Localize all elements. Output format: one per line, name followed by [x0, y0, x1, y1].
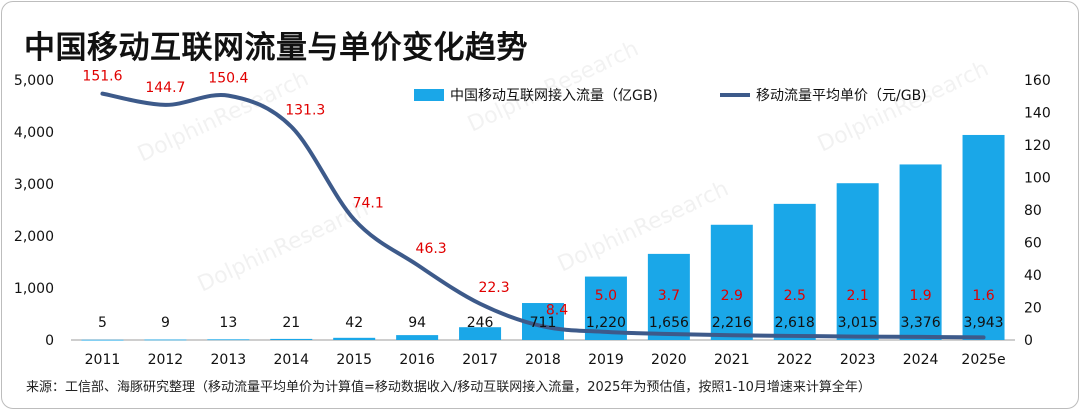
- bar-2013: [207, 339, 250, 341]
- x-tick-label: 2022: [777, 352, 813, 368]
- x-tick-label: 2016: [399, 352, 435, 368]
- bar-2021: [710, 224, 753, 340]
- y-right-tick-label: 120: [1024, 138, 1051, 154]
- legend-line-label: 移动流量平均单价（元/GB): [756, 88, 927, 104]
- y-right-tick-label: 40: [1024, 268, 1042, 284]
- x-tick-label: 2012: [148, 352, 184, 368]
- bar-value-label: 711: [530, 315, 557, 331]
- y-left-tick-label: 3,000: [14, 177, 54, 193]
- y-right-tick-label: 0: [1024, 333, 1033, 349]
- bar-value-label: 3,943: [963, 315, 1003, 331]
- y-left-tick-label: 0: [45, 333, 54, 349]
- price-value-label: 131.3: [285, 103, 325, 119]
- x-tick-label: 2015: [336, 352, 372, 368]
- price-value-label: 5.0: [595, 288, 617, 304]
- bar-2024: [899, 164, 942, 340]
- bar-value-label: 3,376: [901, 315, 941, 331]
- price-value-label: 144.7: [145, 80, 185, 96]
- y-right-tick-label: 20: [1024, 301, 1042, 317]
- bar-series: [81, 134, 1005, 341]
- bar-value-label: 1,656: [649, 315, 689, 331]
- y-right-tick-label: 60: [1024, 236, 1042, 252]
- bar-value-label: 13: [219, 315, 237, 331]
- price-value-label: 1.6: [972, 288, 994, 304]
- price-value-label: 2.9: [721, 288, 743, 304]
- y-right-tick-label: 80: [1024, 203, 1042, 219]
- price-value-label: 1.9: [909, 288, 931, 304]
- x-tick-label: 2020: [651, 352, 687, 368]
- bar-value-label: 94: [408, 315, 426, 331]
- bar-value-label: 3,015: [838, 315, 878, 331]
- bar-2023: [836, 183, 879, 340]
- y-left-tick-label: 1,000: [14, 281, 54, 297]
- bar-2015: [333, 337, 376, 340]
- bar-value-label: 2,216: [712, 315, 752, 331]
- bar-value-label: 246: [467, 315, 494, 331]
- price-value-label: 2.1: [847, 288, 869, 304]
- legend: 中国移动互联网接入流量（亿GB) 移动流量平均单价（元/GB): [414, 87, 927, 104]
- x-tick-label: 2024: [903, 352, 939, 368]
- price-value-label: 46.3: [416, 241, 447, 257]
- bar-value-label: 5: [98, 315, 107, 331]
- watermark-text: DolphinResearch: [464, 36, 643, 137]
- x-tick-label: 2019: [588, 352, 624, 368]
- price-line: [100, 91, 986, 340]
- bar-value-label: 2,618: [775, 315, 815, 331]
- y-left-tick-label: 5,000: [14, 73, 54, 89]
- y-right-tick-label: 140: [1024, 106, 1051, 122]
- source-note: 来源：工信部、海豚研究整理（移动流量平均单价为计算值=移动数据收入/移动互联网接…: [26, 380, 871, 395]
- bar-value-label: 42: [345, 315, 363, 331]
- bar-2020: [647, 253, 690, 340]
- price-value-label: 2.5: [784, 288, 806, 304]
- y-left-tick-label: 2,000: [14, 229, 54, 245]
- bar-value-label: 21: [282, 315, 300, 331]
- watermark-text: DolphinResearch: [554, 176, 733, 277]
- price-value-label: 22.3: [478, 280, 509, 296]
- bar-2016: [396, 335, 439, 340]
- x-tick-label: 2018: [525, 352, 561, 368]
- x-tick-label: 2021: [714, 352, 750, 368]
- price-value-label: 151.6: [82, 69, 122, 85]
- bar-2022: [773, 203, 816, 340]
- price-value-label: 3.7: [658, 288, 680, 304]
- bar-2012: [144, 339, 187, 341]
- x-tick-label: 2017: [462, 352, 498, 368]
- legend-bar-label: 中国移动互联网接入流量（亿GB): [450, 87, 658, 104]
- y-right-tick-label: 160: [1024, 73, 1051, 89]
- data-labels: 5 9 13 21 42 94 246 711 1,220 1,656 2,216 2,618 3,01…: [82, 69, 1003, 331]
- legend-bar-swatch: [414, 89, 444, 101]
- y-right-tick-label: 100: [1024, 171, 1051, 187]
- bar-2017: [459, 327, 502, 340]
- x-tick-label: 2014: [273, 352, 309, 368]
- x-tick-label: 2023: [840, 352, 876, 368]
- price-value-label: 150.4: [208, 71, 248, 87]
- bar-2011: [81, 339, 124, 341]
- bar-value-label: 9: [161, 315, 170, 331]
- price-value-label: 8.4: [546, 302, 568, 318]
- bar-2025e: [962, 134, 1005, 340]
- y-left-tick-label: 4,000: [14, 125, 54, 141]
- axes: 0 1,000 2,000 3,000 4,000 5,000 0 20 40 60 80 100 12…: [14, 73, 1051, 368]
- bar-2014: [270, 338, 313, 340]
- x-tick-label: 2011: [85, 352, 121, 368]
- price-value-label: 74.1: [353, 196, 384, 212]
- line-series: [100, 91, 986, 340]
- bar-value-label: 1,220: [586, 315, 626, 331]
- chart-title: 中国移动互联网流量与单价变化趋势: [24, 30, 528, 66]
- x-tick-label: 2013: [211, 352, 247, 368]
- x-tick-label: 2025e: [961, 352, 1005, 368]
